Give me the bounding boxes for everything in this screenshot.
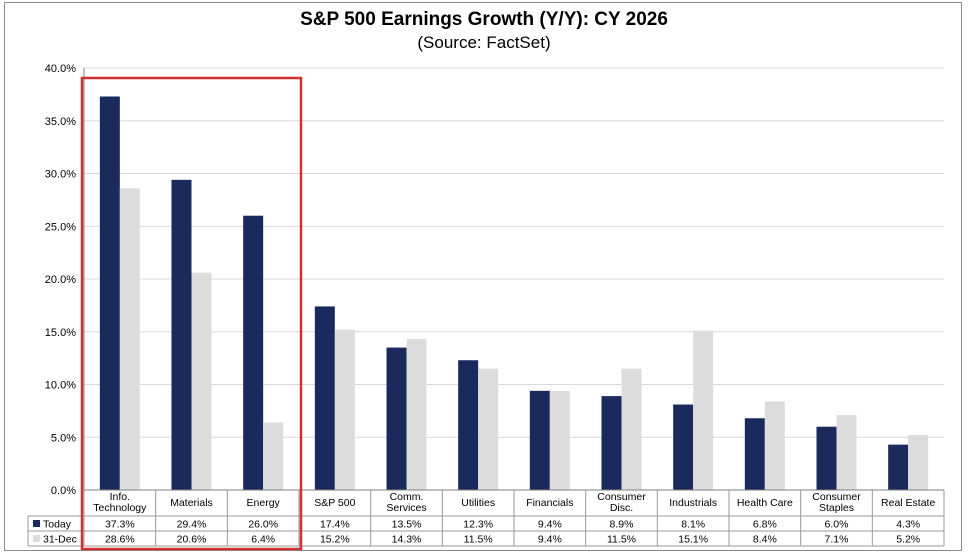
bar-31-dec	[478, 368, 499, 490]
bar-today	[601, 396, 622, 490]
table-cell: 28.6%	[105, 534, 135, 546]
chart-frame	[4, 2, 962, 551]
table-cell: 5.2%	[896, 534, 920, 546]
bar-today	[529, 390, 550, 490]
category-label: Materials	[170, 497, 213, 509]
category-label: Utilities	[461, 497, 495, 509]
table-cell: 7.1%	[825, 534, 849, 546]
category-label: Industrials	[669, 497, 717, 509]
table-cell: 20.6%	[177, 534, 207, 546]
bar-today	[314, 306, 335, 490]
y-tick-label: 20.0%	[45, 274, 76, 286]
category-label: Health Care	[737, 497, 793, 509]
bar-today	[99, 96, 120, 491]
table-cell: 37.3%	[105, 519, 135, 531]
bar-today	[171, 179, 192, 490]
category-label: Real Estate	[881, 497, 935, 509]
category-label: Consumer Staples	[812, 491, 861, 514]
data-table: Info. Technology Materials Energy S&P 500 Com…	[27, 490, 945, 547]
y-tick-label: 30.0%	[45, 169, 76, 181]
bar-today	[243, 215, 264, 490]
category-label: S&P 500	[314, 497, 355, 509]
y-tick-label: 35.0%	[45, 116, 76, 128]
category-label: Consumer Disc.	[597, 491, 646, 514]
bar-today	[888, 444, 909, 490]
legend-swatch-today	[33, 520, 40, 527]
table-cell: 8.4%	[753, 534, 777, 546]
bar-today	[744, 418, 765, 490]
bars	[99, 96, 929, 491]
y-tick-label: 40.0%	[45, 63, 76, 75]
y-tick-label: 5.0%	[51, 432, 76, 444]
table-cell: 12.3%	[463, 519, 493, 531]
y-tick-label: 25.0%	[45, 221, 76, 233]
legend-label: Today	[43, 519, 72, 531]
table-cell: 14.3%	[392, 534, 422, 546]
table-cell: 17.4%	[320, 519, 350, 531]
table-cell: 4.3%	[896, 519, 920, 531]
y-tick-label: 15.0%	[45, 327, 76, 339]
bar-31-dec	[621, 368, 642, 490]
y-tick-label: 10.0%	[45, 380, 76, 392]
bar-31-dec	[549, 390, 570, 490]
bar-31-dec	[119, 188, 140, 490]
bar-31-dec	[908, 435, 929, 490]
bar-today	[816, 426, 837, 490]
category-label: Comm. Services	[386, 491, 426, 514]
table-cell: 11.5%	[607, 534, 636, 546]
table-cell: 6.0%	[825, 519, 849, 531]
table-cell: 9.4%	[538, 519, 562, 531]
table-cell: 9.4%	[538, 534, 562, 546]
table-cell: 8.9%	[610, 519, 634, 531]
bar-31-dec	[693, 330, 714, 490]
table-cell: 8.1%	[681, 519, 705, 531]
legend-label: 31-Dec	[43, 534, 77, 546]
bar-31-dec	[764, 401, 785, 490]
highlight-rectangle	[80, 76, 303, 551]
table-cell: 29.4%	[177, 519, 207, 531]
bar-31-dec	[334, 329, 355, 490]
table-cell: 6.4%	[251, 534, 275, 546]
category-label: Info. Technology	[93, 491, 147, 514]
bar-31-dec	[836, 415, 857, 490]
table-cell: 11.5%	[464, 534, 493, 546]
bar-31-dec	[406, 339, 427, 490]
chart-title: S&P 500 Earnings Growth (Y/Y): CY 2026	[300, 9, 668, 30]
bar-31-dec	[191, 272, 212, 490]
table-cell: 15.1%	[678, 534, 708, 546]
bar-31-dec	[263, 422, 284, 490]
y-tick-label: 0.0%	[51, 485, 76, 497]
table-cell: 13.5%	[392, 519, 422, 531]
table-cell: 6.8%	[753, 519, 777, 531]
bar-today	[673, 404, 694, 490]
category-label: Energy	[247, 497, 281, 509]
chart-subtitle: (Source: FactSet)	[417, 33, 551, 52]
highlight-box	[80, 76, 303, 551]
bar-today	[458, 360, 479, 490]
legend-swatch-31-dec	[33, 535, 40, 542]
table-cell: 15.2%	[320, 534, 350, 546]
category-label: Financials	[526, 497, 573, 509]
bar-today	[386, 347, 407, 490]
table-cell: 26.0%	[248, 519, 278, 531]
grid-lines	[84, 67, 944, 491]
